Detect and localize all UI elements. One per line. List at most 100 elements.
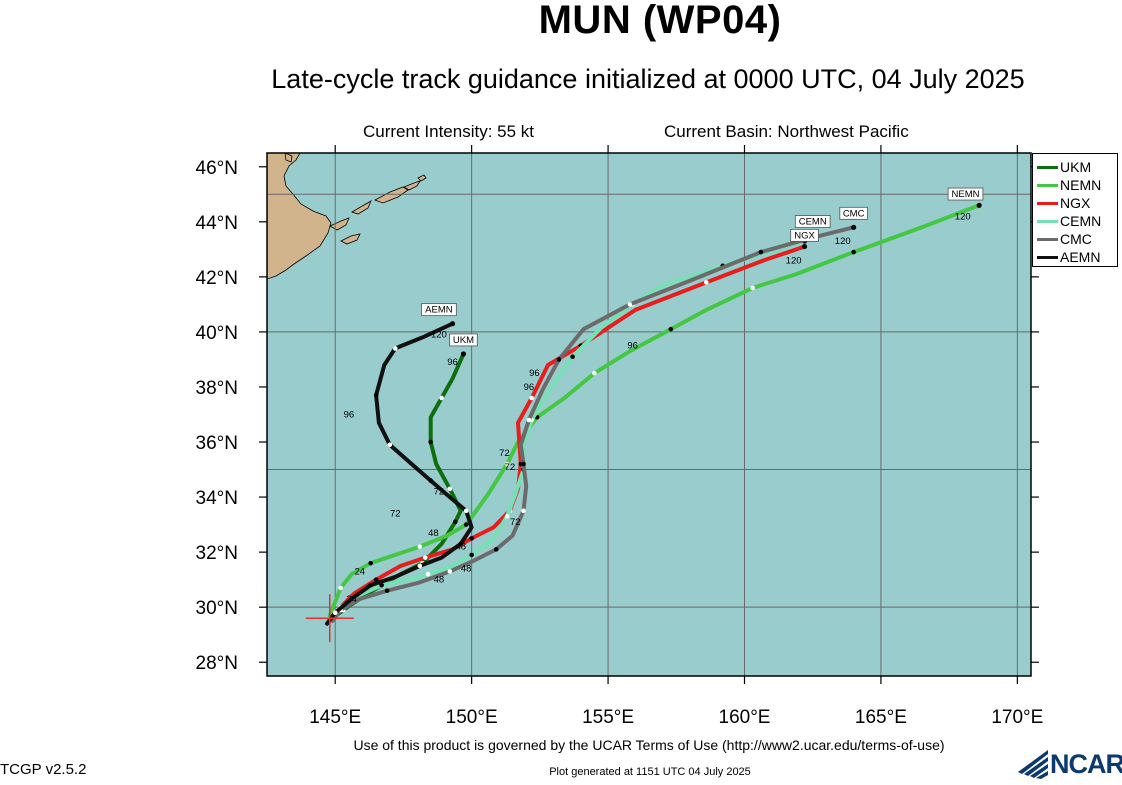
track-end-aemn — [449, 321, 456, 327]
track-point-ukm — [452, 519, 458, 525]
ytick-label: 36°N — [196, 433, 238, 454]
forecast-labels: 96 UKM 24 48 72 96 120 NEMN 48 72 96 120 NGX CEMN 48 72… — [344, 187, 984, 605]
track-point-nemn — [750, 285, 755, 291]
track-point-nemn — [338, 585, 343, 591]
legend-swatch-ukm — [1037, 166, 1058, 169]
forecast-hour-label-cmc: 96 — [524, 382, 535, 393]
legend-label-ngx: NGX — [1060, 195, 1091, 211]
page-title: MUN (WP04) — [538, 0, 782, 42]
track-point-ngx — [469, 536, 474, 541]
forecast-hour-label-aemn: 48 — [434, 575, 445, 586]
ytick-label: 44°N — [196, 213, 238, 234]
land-kuril-4 — [374, 186, 409, 204]
forecast-hour-label-aemn: 72 — [390, 509, 401, 520]
land-kuril-7 — [284, 153, 293, 163]
model-tag-box-cemn — [794, 215, 831, 228]
track-point-cemn — [469, 552, 474, 558]
track-end-cmc — [851, 224, 857, 230]
forecast-hour-label-ukm: 96 — [447, 357, 458, 368]
current-position-marker — [305, 594, 354, 643]
track-point-cmc — [556, 357, 562, 362]
track-point-cmc — [526, 417, 532, 423]
track-point-cemn — [504, 514, 510, 519]
track-point-cmc — [447, 569, 453, 574]
forecast-hour-label-ngx: 72 — [505, 462, 516, 473]
xtick-label: 150°E — [446, 707, 498, 728]
track-end-nemn — [976, 202, 982, 208]
legend-label-nemn: NEMN — [1060, 177, 1102, 193]
track-point-nemn — [668, 326, 674, 332]
model-tag-box-aemn — [421, 303, 457, 317]
track-point-aemn — [368, 582, 373, 588]
xtick-label: 170°E — [991, 707, 1043, 728]
track-point-aemn — [458, 541, 464, 547]
track-point-ngx — [529, 395, 534, 401]
track-point-cmc — [521, 508, 526, 514]
land-kuril-6 — [417, 174, 427, 182]
forecast-hour-label-aemn: 120 — [431, 330, 447, 341]
legend-swatch-cemn — [1037, 220, 1058, 223]
track-point-cmc — [521, 461, 526, 467]
current-basin: Current Basin: Northwest Pacific — [664, 122, 909, 141]
ytick-label: 38°N — [196, 378, 238, 399]
track-point-nemn — [592, 370, 597, 376]
forecast-hour-label-nemn: 48 — [428, 528, 439, 539]
track-point-cmc — [384, 588, 390, 593]
track-point-ngx — [704, 280, 709, 285]
legend-label-aemn: AEMN — [1060, 249, 1101, 265]
legend-swatch-cmc — [1037, 238, 1058, 241]
track-point-nemn — [851, 249, 856, 255]
forecast-hour-label-aemn: 96 — [344, 410, 355, 421]
xtick-label: 145°E — [309, 707, 361, 728]
track-point-cmc — [493, 547, 499, 552]
xtick-label: 165°E — [855, 707, 907, 728]
track-point-cemn — [379, 582, 384, 588]
track-point-cemn — [425, 571, 431, 577]
land-kuril-3 — [351, 200, 372, 215]
track-point-nemn — [368, 560, 373, 566]
model-tag-box-nemn — [947, 187, 984, 201]
model-tag-ukm: UKM — [453, 335, 474, 346]
track-end-ukm — [460, 351, 467, 357]
legend-swatch-nemn — [1037, 184, 1058, 187]
legend: UKM NEMN NGX CEMN CMC AEMN — [1032, 153, 1118, 267]
forecast-hour-label-cmc: 72 — [510, 517, 521, 528]
forecast-hour-label-ngx: 120 — [786, 255, 802, 266]
model-tag-cemn: CEMN — [799, 217, 827, 228]
generation-timestamp: Plot generated at 1151 UTC 04 July 2025 — [549, 766, 751, 778]
ytick-label: 28°N — [196, 653, 238, 674]
forecast-hour-label-nemn: 72 — [499, 448, 510, 459]
ytick-label: 46°N — [196, 158, 238, 179]
land-kuril-5 — [403, 180, 421, 191]
ncar-logo-icon — [1018, 750, 1048, 779]
land-kuril-2 — [340, 233, 361, 245]
track-point-cmc — [627, 302, 633, 307]
ncar-logo-text: NCAR — [1050, 749, 1122, 779]
land-hokkaido — [267, 153, 332, 280]
track-end-ngx — [801, 243, 808, 250]
track-aemn — [325, 321, 474, 626]
ytick-label: 40°N — [196, 323, 238, 344]
track-point-aemn — [387, 442, 393, 448]
model-tag-ngx: NGX — [794, 230, 815, 241]
forecast-hour-label-nemn: 96 — [627, 341, 638, 352]
version-label: TCGP v2.5.2 — [0, 761, 87, 778]
track-cemn — [330, 239, 807, 623]
track-cmc — [330, 225, 856, 623]
track-point-ukm — [439, 395, 444, 401]
forecast-hour-label-cmc: 48 — [461, 564, 472, 575]
map-frame — [266, 152, 1032, 677]
track-point-aemn — [417, 563, 423, 569]
legend-label-cmc: CMC — [1060, 231, 1092, 247]
track-point-aemn — [463, 508, 469, 514]
model-tag-box-cmc — [839, 206, 868, 220]
track-point-ukm — [447, 486, 453, 492]
page-subtitle: Late-cycle track guidance initialized at… — [271, 64, 1025, 94]
track-point-ukm — [428, 439, 434, 445]
legend-swatch-ngx — [1037, 202, 1058, 205]
track-point-aemn — [332, 610, 338, 615]
forecast-hour-label-aemn: 72 — [434, 487, 445, 498]
ytick-label: 42°N — [196, 268, 238, 289]
forecast-hour-label-nemn: 120 — [955, 211, 971, 222]
